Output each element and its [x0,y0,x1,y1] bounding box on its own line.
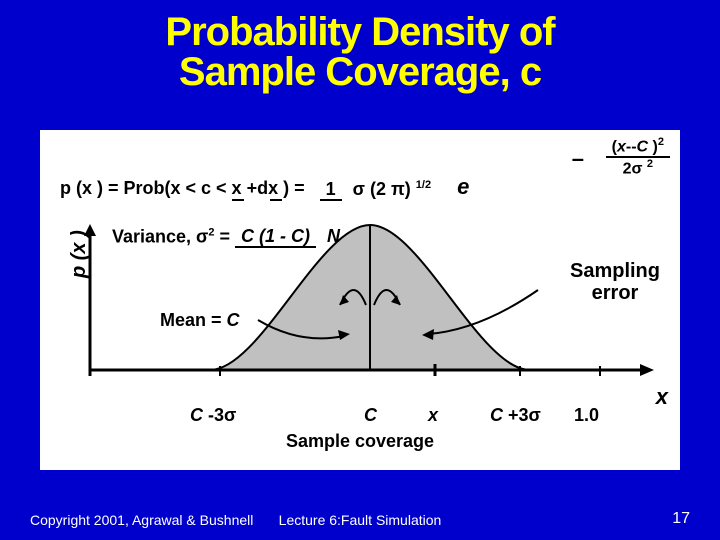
title-line1: Probability Density of [165,10,554,54]
footer-page-number: 17 [672,510,690,528]
title-line2: Sample Coverage, c [179,50,541,94]
x-axis-label: Sample coverage [40,431,680,452]
diagram-panel: p (x ) = Prob(x < c < x +dx ) = 1 σ (2 π… [40,130,680,470]
bell-curve-plot [40,130,680,430]
footer-lecture: Lecture 6:Fault Simulation [0,512,720,528]
